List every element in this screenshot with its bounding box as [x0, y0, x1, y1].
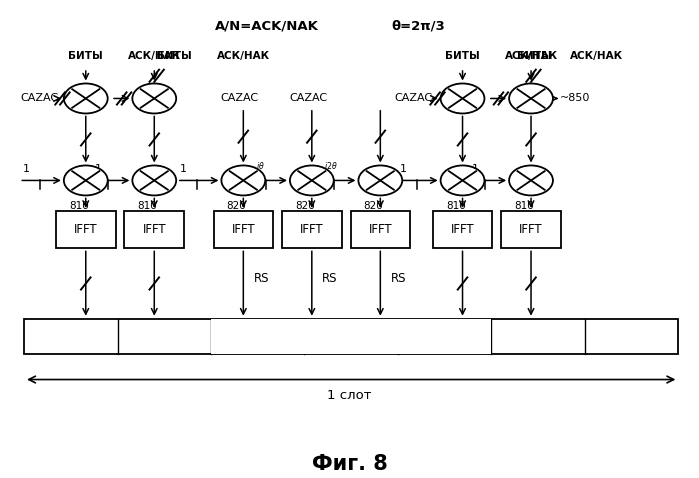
Text: CAZAC: CAZAC [221, 94, 259, 103]
Text: θ=2π/3: θ=2π/3 [391, 20, 445, 33]
Text: АСК/НАК: АСК/НАК [217, 51, 270, 61]
Bar [24, 319, 678, 354]
Text: CAZAC: CAZAC [394, 94, 432, 103]
Circle shape [132, 165, 176, 196]
Circle shape [509, 165, 553, 196]
Text: 820: 820 [363, 201, 383, 211]
Bar [124, 211, 184, 249]
Circle shape [64, 84, 108, 113]
Text: БИТЫ: БИТЫ [157, 51, 192, 61]
Circle shape [222, 165, 265, 196]
Bar [398, 319, 491, 354]
Text: 1 слот: 1 слот [327, 390, 372, 402]
Text: АСК/НАК: АСК/НАК [128, 51, 181, 61]
Bar [305, 319, 398, 354]
Text: IFFT: IFFT [519, 223, 543, 236]
Text: Фиг. 8: Фиг. 8 [312, 454, 387, 474]
Text: IFFT: IFFT [300, 223, 324, 236]
Circle shape [509, 84, 553, 113]
Text: -1: -1 [468, 164, 479, 174]
Text: IFFT: IFFT [231, 223, 255, 236]
Text: БИТЫ: БИТЫ [445, 51, 480, 61]
Text: 1: 1 [180, 164, 187, 174]
Bar [211, 319, 305, 354]
Text: RS: RS [322, 272, 338, 285]
Bar [213, 211, 273, 249]
Circle shape [440, 165, 484, 196]
Bar [56, 211, 115, 249]
Text: CAZAC: CAZAC [21, 94, 59, 103]
Text: АСК/НАК: АСК/НАК [505, 51, 558, 61]
Text: -1: -1 [92, 164, 102, 174]
Text: $e^{j\theta}$: $e^{j\theta}$ [249, 161, 265, 177]
Text: 1: 1 [400, 164, 407, 174]
Circle shape [290, 165, 333, 196]
Text: IFFT: IFFT [451, 223, 475, 236]
Bar [350, 211, 410, 249]
Bar [501, 211, 561, 249]
Text: 810: 810 [514, 201, 534, 211]
Text: A/N=ACK/NAK: A/N=ACK/NAK [215, 20, 319, 33]
Text: RS: RS [254, 272, 269, 285]
Text: ~850: ~850 [560, 94, 590, 103]
Circle shape [359, 165, 402, 196]
Text: 810: 810 [69, 201, 89, 211]
Text: IFFT: IFFT [368, 223, 392, 236]
Bar [282, 211, 342, 249]
Text: 820: 820 [295, 201, 315, 211]
Text: $e^{j2\theta}$: $e^{j2\theta}$ [317, 161, 338, 177]
Text: 810: 810 [446, 201, 466, 211]
Text: 820: 820 [226, 201, 246, 211]
Text: CAZAC: CAZAC [289, 94, 327, 103]
Circle shape [64, 165, 108, 196]
Bar [433, 211, 492, 249]
Circle shape [440, 84, 484, 113]
Text: RS: RS [391, 272, 406, 285]
Text: IFFT: IFFT [74, 223, 98, 236]
Text: БИТЫ: БИТЫ [517, 51, 552, 61]
Text: БИТЫ: БИТЫ [69, 51, 103, 61]
Text: IFFT: IFFT [143, 223, 166, 236]
Text: 810: 810 [138, 201, 157, 211]
Circle shape [132, 84, 176, 113]
Text: 1: 1 [23, 164, 30, 174]
Text: АСК/НАК: АСК/НАК [570, 51, 623, 61]
